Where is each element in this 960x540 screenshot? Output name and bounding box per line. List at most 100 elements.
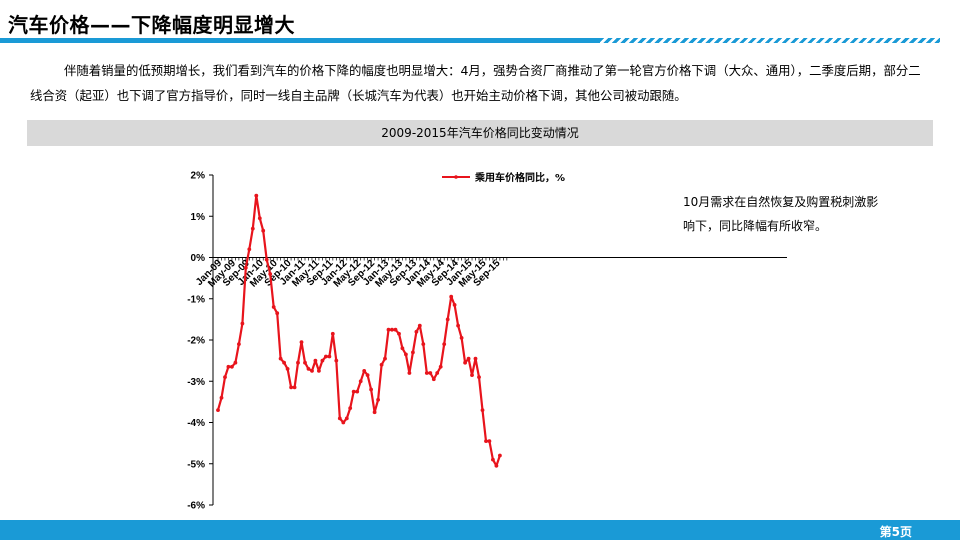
data-point [320,358,325,363]
data-point [271,305,276,309]
data-point [473,356,478,361]
data-point [438,364,443,369]
data-point [250,226,255,231]
data-point [449,294,454,299]
data-point [407,371,412,375]
data-point [351,389,356,394]
data-point [484,439,488,443]
data-point [306,367,311,371]
data-point [261,228,266,233]
data-point [317,369,321,373]
data-point [358,379,363,384]
data-point [383,356,387,361]
data-point [480,408,485,412]
data-point [456,323,460,328]
data-point [428,371,433,375]
data-point [344,416,349,421]
data-point [477,375,481,379]
data-point [390,327,394,332]
data-point [289,385,293,390]
chart-legend: 乘用车价格同比，% [442,171,565,184]
data-point [362,369,367,373]
chart-annotation: 10月需求在自然恢复及购置税刺激影响下，同比降幅有所收窄。 [683,195,879,233]
data-point [278,356,283,361]
data-point [445,317,450,322]
data-point [275,311,280,316]
data-point [223,375,227,379]
data-point [386,327,391,332]
data-point [355,389,360,394]
slide-title: 汽车价格——下降幅度明显增大 [8,13,295,37]
y-tick-label: -5% [187,459,205,470]
data-point [292,385,297,390]
data-point [219,395,224,400]
y-tick-label: 1% [191,212,206,223]
data-point [337,416,342,421]
data-point [466,356,471,361]
data-point [310,369,314,373]
data-point [411,350,415,355]
data-point [431,377,436,382]
data-point [324,354,328,359]
data-point [257,216,262,221]
y-tick-label: -1% [187,294,205,305]
data-point [372,410,377,415]
data-point [254,193,259,198]
data-point [365,373,370,377]
data-point [226,364,231,369]
data-point [494,463,499,468]
data-point [216,408,220,412]
data-point [264,257,269,262]
legend-label: 乘用车价格同比，% [474,171,565,184]
data-point [442,342,447,346]
data-point [303,360,307,365]
data-point [421,342,426,346]
y-tick-label: 2% [191,171,206,182]
data-point [470,373,474,377]
legend-marker [454,175,458,179]
data-point [404,352,408,357]
body-paragraph: 伴随着销量的低预期增长，我们看到汽车的价格下降的幅度也明显增大：4月，强势合资厂… [30,63,921,103]
data-point [247,247,252,252]
data-point [397,331,401,336]
data-point [452,303,457,307]
data-point [376,397,380,402]
data-point [435,371,440,375]
data-point [498,453,502,458]
y-tick-label: -2% [187,336,205,347]
data-point [268,272,273,276]
chart-axes [209,174,787,506]
y-tick-labels: 2% 1% 0% -1% -2% -3% -4% -5% -6% [187,171,205,512]
data-point [414,329,419,334]
data-point [463,360,467,365]
data-point [417,323,422,328]
data-point [348,406,353,410]
data-point [393,327,398,332]
page-number: 第5页 [879,525,912,539]
data-point [327,354,332,359]
footer-bar: 第5页 [0,520,960,540]
data-point [282,360,286,365]
data-point [330,331,335,336]
x-tick-labels: Jan-09May-09Sep-09Jan-10May-10Sep-10Jan-… [194,258,503,290]
data-point [299,340,304,344]
data-point [487,439,492,443]
title-underline-dashed [600,38,940,43]
data-point [285,367,290,371]
data-point [243,265,248,270]
data-point [369,387,373,392]
data-point [230,364,234,369]
data-point [334,358,339,363]
chart-header: 2009-2015年汽车价格同比变动情况 [27,120,933,146]
data-point [237,342,241,346]
y-tick-label: -6% [187,501,205,512]
data-point [313,358,318,363]
series-line [216,194,501,467]
data-point [379,362,384,367]
series-line-group [216,193,502,468]
data-point [491,457,495,462]
data-point [424,371,429,375]
data-point [233,360,238,365]
data-point [240,321,245,326]
